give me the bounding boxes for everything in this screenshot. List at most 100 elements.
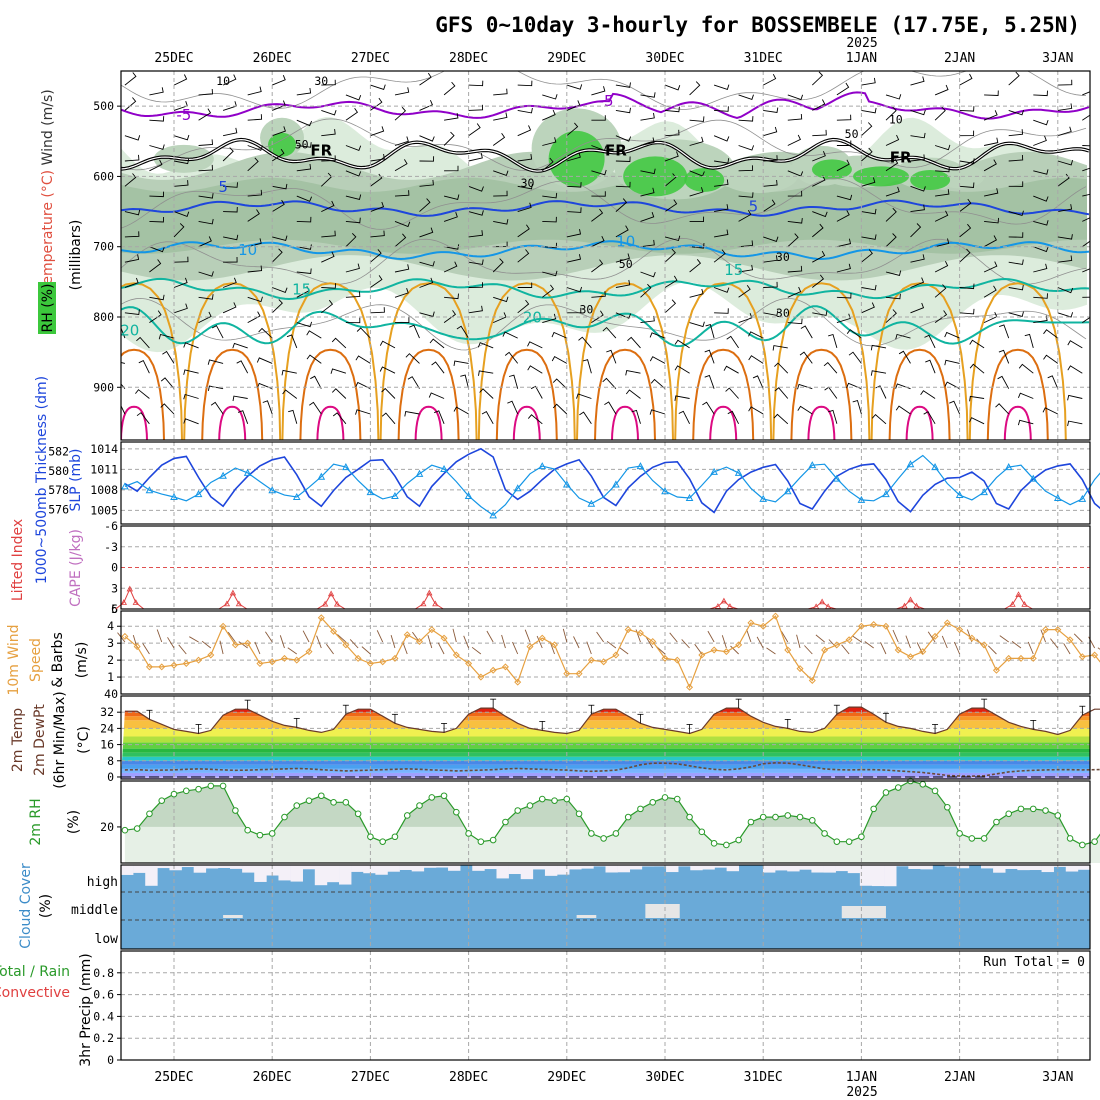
wind-barb bbox=[984, 188, 999, 197]
wind-barb bbox=[207, 385, 224, 391]
thickness-marker bbox=[268, 486, 277, 494]
y-axis-labels: Temperature (°C) Wind (m/s) (millibars) … bbox=[0, 89, 94, 1066]
wind-barb bbox=[615, 135, 632, 142]
wind-barb bbox=[542, 192, 558, 199]
rh-contour-label: 30 bbox=[521, 176, 535, 190]
wind-barb bbox=[296, 163, 312, 172]
wind-barb bbox=[984, 137, 999, 146]
wind-barb bbox=[321, 230, 336, 238]
high-cloud-gap bbox=[302, 865, 316, 870]
wind-speed-marker bbox=[403, 631, 411, 639]
high-cloud-gap bbox=[617, 865, 631, 873]
wind-barb bbox=[517, 299, 530, 314]
rh-2m-panel: 20 bbox=[100, 777, 1100, 863]
wind-barb bbox=[149, 116, 165, 122]
wind-barb bbox=[591, 145, 607, 151]
wind-speed-marker bbox=[219, 622, 227, 630]
wind-barb bbox=[823, 361, 838, 374]
wind-barb bbox=[321, 109, 337, 116]
wind-barb bbox=[493, 296, 509, 303]
wind-speed-marker bbox=[231, 641, 239, 649]
wind-barb bbox=[419, 311, 435, 317]
rh-marker bbox=[281, 813, 288, 821]
wind-barb bbox=[149, 144, 165, 150]
wind-barb bbox=[689, 288, 704, 298]
wind-barb bbox=[885, 309, 897, 323]
date-label-bottom-3: 28DEC bbox=[449, 1070, 488, 1085]
wind-barb bbox=[1082, 268, 1090, 273]
rh-contour bbox=[121, 118, 1087, 172]
y-tick-label: 900 bbox=[93, 380, 114, 394]
wind-barb bbox=[935, 189, 950, 197]
wind-barb bbox=[649, 409, 666, 415]
thickness-marker bbox=[440, 464, 448, 473]
y-axis-title: (m/s) bbox=[74, 642, 90, 679]
wind-barb bbox=[1082, 316, 1090, 323]
rh-marker bbox=[673, 795, 681, 803]
wind-barb bbox=[748, 355, 764, 364]
wind-barb bbox=[394, 190, 410, 197]
wind-speed-marker bbox=[992, 666, 1000, 674]
y-tick-label: 8 bbox=[107, 754, 114, 768]
rh-marker bbox=[845, 838, 853, 845]
slp-line bbox=[124, 447, 1100, 514]
wind-barb bbox=[787, 286, 802, 298]
wind-barb bbox=[969, 363, 985, 374]
wind-barb bbox=[649, 332, 666, 339]
wind-barb bbox=[748, 331, 764, 339]
wind-barb bbox=[517, 183, 533, 190]
rh-marker bbox=[551, 797, 558, 804]
rh-contour-label: 30 bbox=[580, 302, 594, 316]
surface-wind-barb bbox=[596, 631, 604, 643]
thickness-marker bbox=[170, 492, 178, 500]
lifted-index-marker bbox=[1015, 591, 1022, 597]
rh-marker bbox=[121, 826, 129, 834]
wind-barb bbox=[640, 137, 655, 146]
wind-barb bbox=[895, 333, 911, 340]
wind-speed-marker bbox=[759, 622, 767, 630]
wind-barb bbox=[310, 375, 322, 389]
wind-barb bbox=[983, 159, 997, 172]
wind-barb bbox=[997, 375, 1010, 389]
wind-speed-marker bbox=[182, 660, 190, 668]
wind-barb bbox=[468, 282, 484, 288]
wind-speed-marker bbox=[1029, 654, 1037, 662]
lifted-index-line bbox=[115, 587, 145, 610]
wind-barb bbox=[1057, 234, 1073, 240]
rh-marker bbox=[453, 808, 460, 816]
wind-barb bbox=[615, 156, 631, 162]
wind-10m-panel: 1 2 3 4 40 bbox=[104, 611, 1100, 701]
thickness-marker bbox=[612, 480, 620, 488]
wind-barb bbox=[885, 134, 900, 146]
wind-barb bbox=[502, 331, 518, 339]
wind-barb bbox=[1067, 420, 1083, 427]
thickness-marker bbox=[1004, 463, 1013, 471]
middle-cloud-gap bbox=[576, 915, 597, 918]
wind-barb bbox=[689, 216, 705, 223]
wind-barb bbox=[773, 413, 789, 425]
wind-barb bbox=[394, 288, 409, 298]
contour-field: -5 -5 FR FR FR 5 5 10 10 15 15 20 20 10 30 30 50 30 30 50 50… bbox=[121, 71, 1090, 440]
wind-speed-marker bbox=[514, 678, 522, 686]
thickness-marker bbox=[1029, 474, 1038, 482]
temperature-band bbox=[121, 748, 1090, 753]
wind-barb bbox=[542, 94, 558, 100]
wind-barb bbox=[477, 342, 494, 349]
wind-barb bbox=[627, 336, 641, 349]
wind-speed-marker bbox=[833, 641, 841, 649]
wind-barb bbox=[566, 100, 581, 111]
wind-barb bbox=[591, 191, 606, 197]
surface-wind-barb bbox=[1050, 638, 1059, 649]
wind-barb bbox=[1057, 312, 1074, 318]
slp-tick-label: 1014 bbox=[90, 442, 118, 456]
wind-barb bbox=[296, 195, 313, 202]
high-cloud-gap bbox=[314, 865, 328, 886]
wind-speed-marker bbox=[563, 670, 571, 678]
rh-fill-dark bbox=[138, 781, 1064, 827]
date-label-bottom-2: 27DEC bbox=[351, 1070, 390, 1085]
rh-high-blob bbox=[548, 130, 605, 187]
wind-barb bbox=[566, 286, 583, 293]
rh-marker bbox=[612, 830, 620, 837]
surface-wind-barb bbox=[1063, 643, 1071, 655]
wind-barb bbox=[846, 382, 862, 390]
